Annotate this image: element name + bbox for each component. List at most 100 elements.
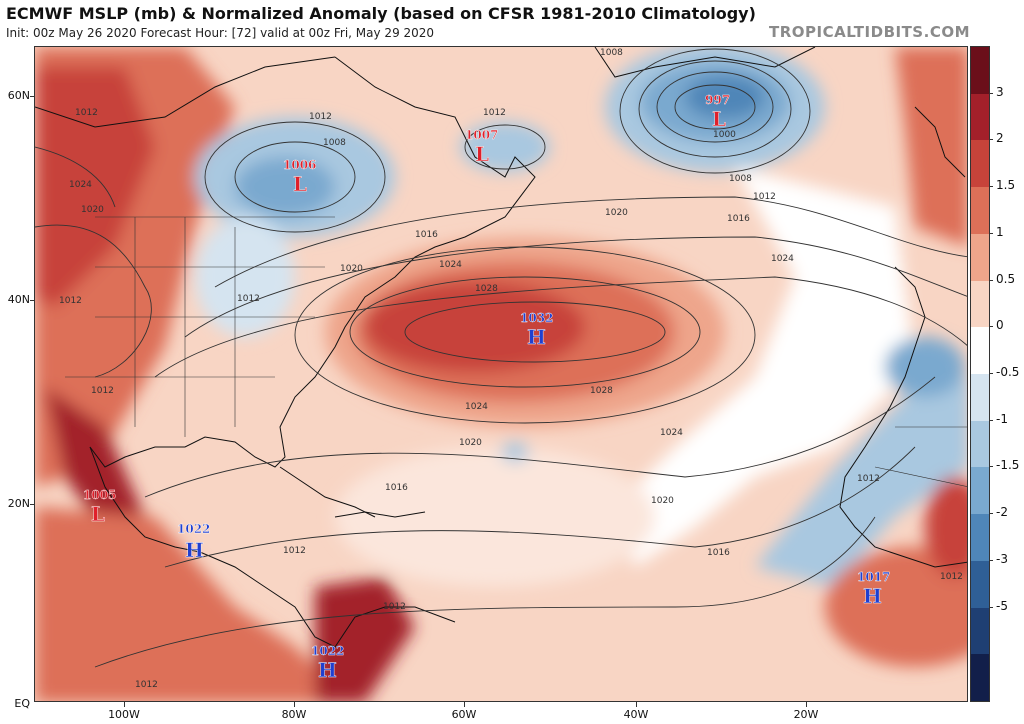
- svg-text:1007: 1007: [465, 128, 498, 142]
- isobar-label: 1012: [59, 296, 82, 306]
- colorbar-segment: [971, 514, 989, 562]
- svg-text:1006: 1006: [283, 158, 316, 172]
- colorbar-tick: [989, 559, 993, 561]
- colorbar-tick: [989, 326, 993, 328]
- colorbar-label: -3: [996, 551, 1008, 566]
- low-pressure-center: 1007 L: [465, 128, 499, 166]
- isobar-labels: 1008 1000 1008 1012 1016 1020 1024 1028 …: [59, 48, 963, 690]
- colorbar-segment: [971, 47, 989, 95]
- high-pressure-center: 1022 H: [311, 644, 345, 682]
- lat-label: 20N: [7, 497, 30, 510]
- colorbar-segment: [971, 140, 989, 188]
- svg-text:H: H: [318, 658, 337, 682]
- colorbar-tick: [989, 466, 993, 468]
- svg-text:L: L: [293, 172, 307, 196]
- isobar-label: 1016: [707, 548, 730, 558]
- colorbar-label: 1.5: [996, 178, 1016, 193]
- colorbar-tick: [989, 513, 993, 515]
- lat-tick: [30, 96, 35, 97]
- isobar-label: 1020: [340, 264, 363, 274]
- svg-text:H: H: [185, 538, 204, 562]
- isobar-label: 1024: [771, 254, 794, 264]
- isobar-label: 1012: [283, 546, 306, 556]
- isobar-label: 1008: [323, 138, 346, 148]
- isobars: [35, 48, 967, 668]
- isobar-label: 1020: [651, 496, 674, 506]
- isobar-label: 1012: [940, 572, 963, 582]
- colorbar-segment: [971, 560, 989, 609]
- isobar-label: 1012: [383, 602, 406, 612]
- isobar-label: 1024: [465, 402, 488, 412]
- colorbar-label: -5: [996, 598, 1008, 613]
- colorbar-label: 2: [996, 131, 1004, 146]
- isobar-label: 1012: [309, 112, 332, 122]
- isobar-label: 1008: [600, 48, 623, 58]
- svg-text:1017: 1017: [857, 570, 890, 584]
- isobar-label: 1000: [713, 130, 736, 140]
- lon-tick: [124, 702, 125, 707]
- colorbar-label: 3: [996, 84, 1004, 99]
- isobar-label: 1024: [439, 260, 462, 270]
- svg-text:L: L: [475, 142, 489, 166]
- colorbar-segment: [971, 233, 989, 282]
- lat-tick: [30, 300, 35, 301]
- colorbar-segment: [971, 374, 989, 422]
- svg-text:1022: 1022: [177, 522, 210, 536]
- isobar-label: 1008: [729, 174, 752, 184]
- isobar-label: 1016: [415, 230, 438, 240]
- lon-label: 60W: [451, 708, 477, 721]
- isobar-label: 1020: [459, 438, 482, 448]
- colorbar-label: -1: [996, 411, 1008, 426]
- svg-text:H: H: [863, 584, 882, 608]
- isobar-label: 1012: [483, 108, 506, 118]
- colorbar-tick: [989, 419, 993, 421]
- map-panel: 1008 1000 1008 1012 1016 1020 1024 1028 …: [34, 46, 968, 702]
- colorbar-segment: [971, 187, 989, 235]
- svg-text:997: 997: [705, 93, 730, 107]
- isobar-label: 1020: [81, 205, 104, 215]
- isobar-label: 1012: [91, 386, 114, 396]
- lon-label: 100W: [108, 708, 140, 721]
- isobar-label: 1024: [660, 428, 683, 438]
- isobar-label: 1024: [69, 180, 92, 190]
- colorbar-label: -0.5: [996, 365, 1020, 379]
- high-pressure-center: 1032 H: [520, 311, 554, 349]
- colorbar-segment: [971, 467, 989, 515]
- isobar-label: 1012: [237, 294, 260, 304]
- colorbar: [970, 46, 990, 702]
- low-pressure-center: 1005 L: [83, 488, 117, 526]
- pressure-centers: 997 L 1007 L 1006 L 1032 H 1005 L 1022 H: [83, 93, 891, 682]
- isobar-label: 1012: [75, 108, 98, 118]
- high-pressure-center: 1017 H: [857, 570, 891, 608]
- isobar-label: 1012: [135, 680, 158, 690]
- colorbar-label: 0: [996, 318, 1004, 333]
- coastlines: [35, 47, 967, 648]
- isobar-label: 1012: [753, 192, 776, 202]
- lat-label: EQ: [14, 697, 30, 710]
- colorbar-segment: [971, 420, 989, 468]
- svg-text:1022: 1022: [311, 644, 344, 658]
- lat-tick: [30, 504, 35, 505]
- colorbar-segment: [971, 93, 989, 141]
- isobar-label: 1016: [385, 483, 408, 493]
- colorbar-segment: [971, 327, 989, 375]
- isobar-label: 1028: [590, 386, 613, 396]
- low-pressure-center: 1006 L: [283, 158, 317, 196]
- lat-label: 40N: [7, 293, 30, 306]
- lon-label: 80W: [281, 708, 307, 721]
- lat-label: 60N: [7, 89, 30, 102]
- high-pressure-center: 1022 H: [177, 522, 211, 562]
- lon-tick: [806, 702, 807, 707]
- colorbar-label: 1: [996, 224, 1004, 239]
- colorbar-tick: [989, 92, 993, 94]
- anomaly-map: 1008 1000 1008 1012 1016 1020 1024 1028 …: [35, 47, 967, 701]
- lon-tick: [636, 702, 637, 707]
- lon-label: 40W: [623, 708, 649, 721]
- colorbar-tick: [989, 373, 993, 374]
- colorbar-tick: [989, 279, 993, 281]
- colorbar-segment: [971, 607, 989, 655]
- borders: [65, 216, 967, 487]
- brand-watermark: TROPICALTIDBITS.COM: [769, 23, 970, 41]
- lon-tick: [294, 702, 295, 707]
- colorbar-tick: [989, 186, 993, 188]
